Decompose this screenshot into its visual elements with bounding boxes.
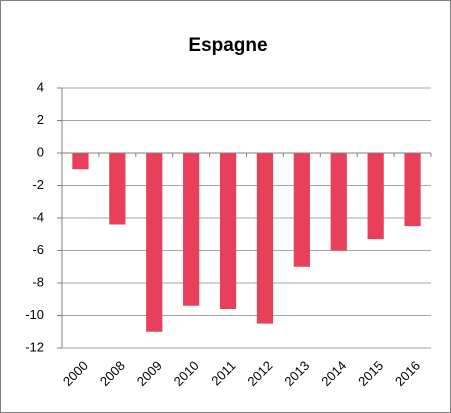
y-tick-label: -12 [25, 339, 44, 354]
y-tick-label: -6 [32, 242, 44, 257]
bar [183, 153, 200, 306]
y-tick-label: -2 [32, 177, 44, 192]
bar [330, 153, 347, 251]
y-tick-label: -10 [25, 307, 44, 322]
y-tick-label: 4 [37, 79, 44, 94]
y-tick-label: 2 [37, 112, 44, 127]
y-tick-label: -4 [32, 209, 44, 224]
bar [146, 153, 163, 332]
bar [404, 153, 421, 227]
y-tick-label: -8 [32, 274, 44, 289]
bar [367, 153, 384, 240]
bar [109, 153, 126, 225]
bar [256, 153, 274, 324]
bar [72, 153, 89, 170]
bar [293, 153, 310, 267]
bar [219, 153, 237, 309]
y-tick-label: 0 [37, 144, 44, 159]
chart-title: Espagne [188, 35, 267, 56]
